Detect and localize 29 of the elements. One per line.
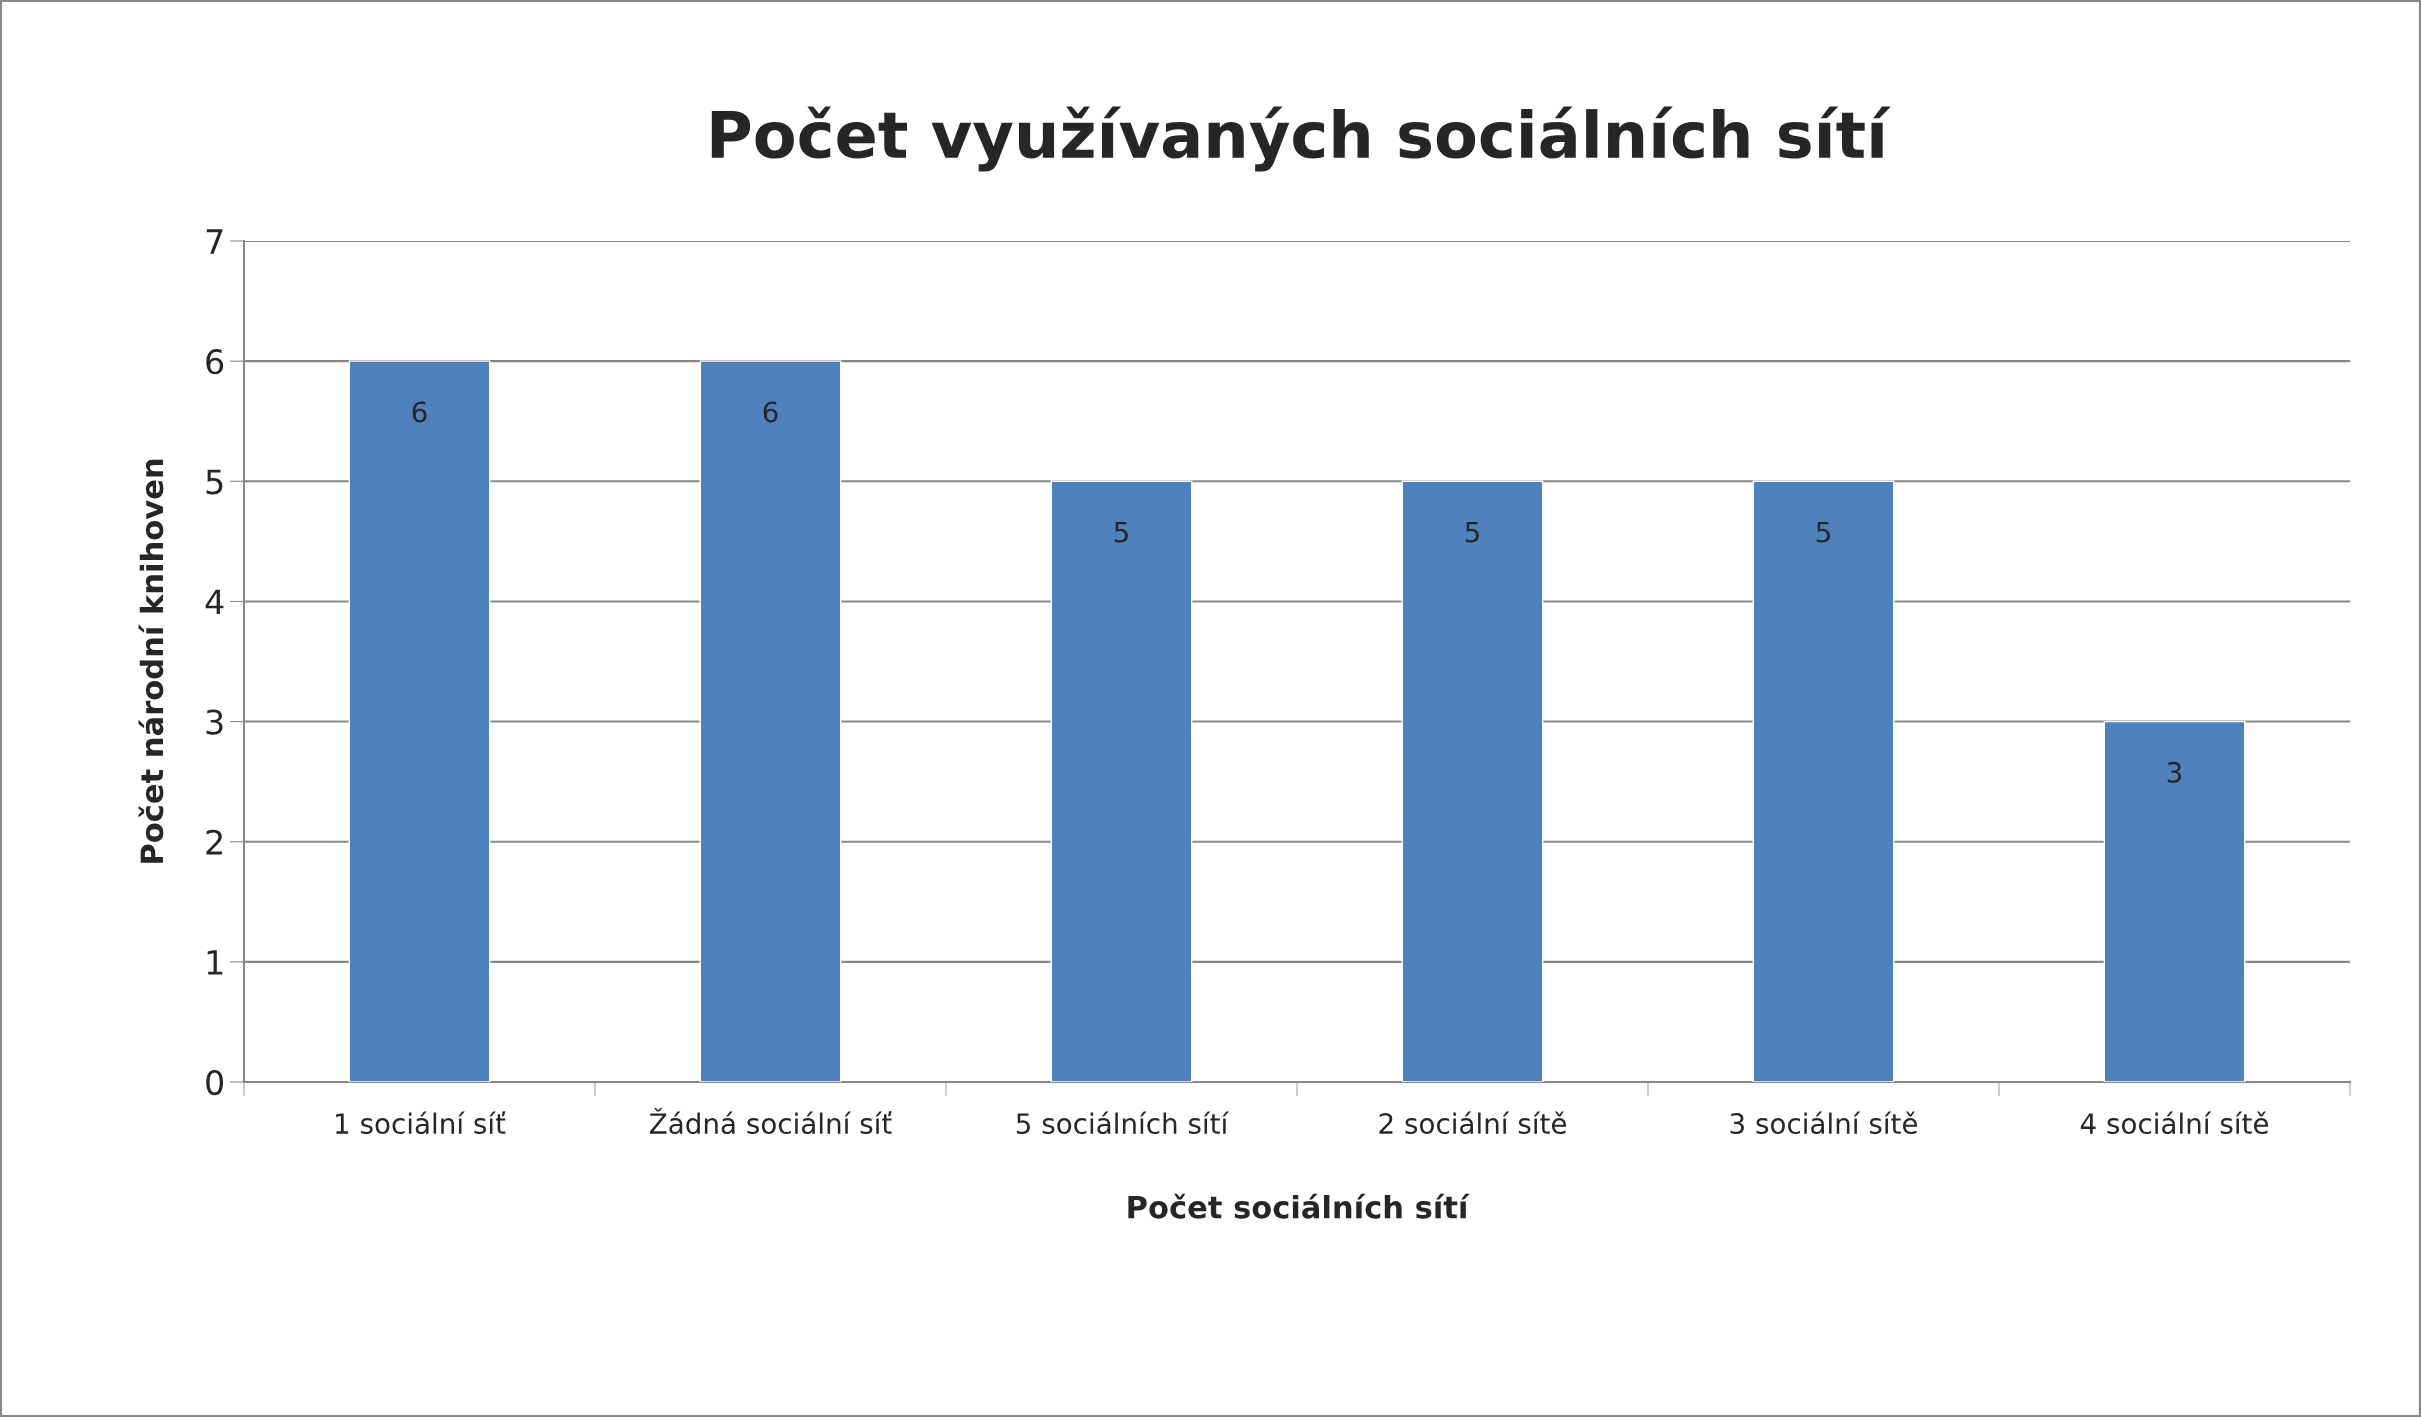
y-axis-title: Počet národní knihoven — [138, 459, 164, 863]
x-tick-label: 4 sociální sítě — [2080, 1111, 2269, 1135]
data-label: 5 — [1114, 521, 1128, 543]
y-tick-label: 5 — [206, 469, 223, 495]
chart-title: Počet využívaných sociálních sítí — [711, 106, 1891, 172]
data-label: 6 — [763, 401, 778, 423]
x-axis-title: Počet sociálních sítí — [1128, 1193, 1470, 1219]
data-label: 5 — [1816, 521, 1830, 543]
data-label: 6 — [412, 401, 427, 423]
y-tick-label: 1 — [207, 950, 223, 975]
x-tick-label: Žádná sociální síť — [649, 1107, 892, 1135]
y-tick-label: 2 — [206, 829, 222, 855]
bar — [1752, 480, 1895, 1082]
bar — [348, 360, 491, 1082]
bar — [1050, 480, 1193, 1082]
data-label: 3 — [2167, 761, 2182, 783]
y-tick-label: 6 — [206, 349, 224, 375]
x-tick-label: 1 sociální síť — [336, 1111, 506, 1135]
x-tick-label: 5 sociálních sítí — [1016, 1111, 1229, 1135]
bar — [699, 360, 842, 1082]
x-tick-label: 2 sociální sítě — [1379, 1111, 1567, 1135]
y-tick-label: 4 — [205, 589, 224, 615]
bar — [2103, 720, 2246, 1082]
y-tick-label: 3 — [206, 709, 223, 735]
data-label: 5 — [1465, 521, 1479, 543]
bar — [1401, 480, 1544, 1082]
y-tick-label: 7 — [206, 229, 223, 254]
y-tick-label: 0 — [206, 1069, 224, 1096]
x-tick-label: 3 sociální sítě — [1730, 1111, 1918, 1135]
